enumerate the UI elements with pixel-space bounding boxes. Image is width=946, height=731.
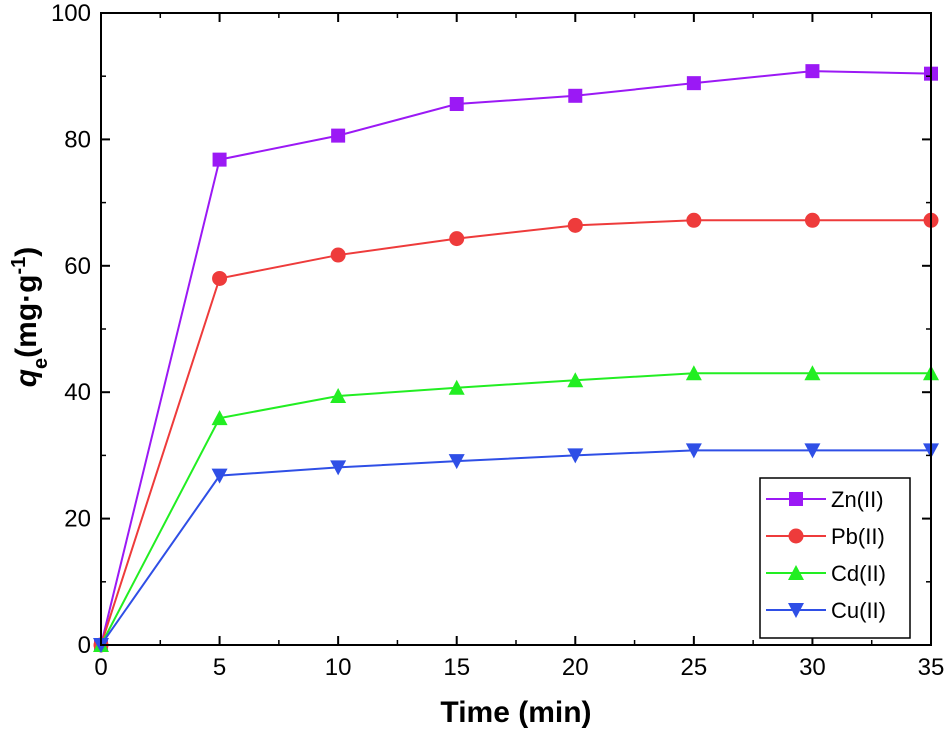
x-tick-label: 30 <box>799 654 826 681</box>
y-tick-label: 100 <box>51 0 91 27</box>
data-point-cd-ii <box>330 387 347 403</box>
x-axis-title: Time (min) <box>440 696 591 729</box>
x-tick-label: 15 <box>443 654 470 681</box>
series-line-zn-ii <box>100 70 932 646</box>
x-tick-label: 20 <box>562 654 589 681</box>
y-tick-label: 60 <box>64 253 91 280</box>
legend-label-pb-ii: Pb(II) <box>831 524 885 549</box>
data-point-zn-ii <box>568 88 583 103</box>
x-tick-label: 35 <box>918 654 945 681</box>
series-line-cu-ii <box>100 449 931 646</box>
legend-label-cu-ii: Cu(II) <box>831 598 886 623</box>
legend-label-cd-ii: Cd(II) <box>831 561 886 586</box>
legend-label-zn-ii: Zn(II) <box>831 487 884 512</box>
data-point-cu-ii <box>567 448 584 464</box>
series-line-pb-ii <box>100 219 931 646</box>
y-axis-title-close: ) <box>10 247 43 257</box>
x-tick-label: 0 <box>94 654 107 681</box>
data-point-pb-ii <box>449 231 465 247</box>
x-tick-label: 5 <box>213 654 226 681</box>
data-point-cu-ii <box>211 468 228 484</box>
legend-marker-pb-ii <box>788 528 804 544</box>
data-point-cu-ii <box>448 454 465 470</box>
data-point-pb-ii <box>686 212 702 228</box>
axis-ticks: 0 5 10 15 20 25 30 35 0 20 40 60 80 100 <box>51 0 944 681</box>
legend-marker-zn-ii <box>789 492 803 506</box>
data-point-cu-ii <box>685 443 702 459</box>
y-tick-label: 40 <box>64 379 91 406</box>
data-point-cd-ii <box>211 410 228 426</box>
y-tick-label: 20 <box>64 506 91 533</box>
legend-box <box>759 477 911 639</box>
data-point-cd-ii <box>804 365 821 381</box>
series-zn-ii <box>94 64 938 652</box>
x-tick-label: 25 <box>681 654 708 681</box>
data-point-cu-ii <box>330 460 347 476</box>
legend: Zn(II) Pb(II) Cd(II) Cu(II) <box>759 477 911 639</box>
legend-marker-cd-ii <box>788 565 804 580</box>
data-point-zn-ii <box>331 128 346 143</box>
data-point-pb-ii <box>804 212 820 228</box>
data-point-cd-ii <box>567 372 584 388</box>
data-point-cd-ii <box>448 379 465 395</box>
y-axis-title-subscript: e <box>30 358 52 369</box>
data-point-cd-ii <box>685 365 702 381</box>
data-point-zn-ii <box>805 64 820 79</box>
series-line-cd-ii <box>100 372 931 646</box>
y-tick-label: 80 <box>64 126 91 153</box>
y-tick-label: 0 <box>78 632 91 659</box>
data-point-pb-ii <box>330 247 346 263</box>
y-axis-title-superscript: -1 <box>8 257 30 275</box>
data-point-pb-ii <box>567 217 583 233</box>
y-axis-title-units: (mg·g <box>10 275 43 358</box>
data-point-pb-ii <box>212 270 228 286</box>
data-point-zn-ii <box>449 97 464 112</box>
series-cd-ii <box>93 365 939 652</box>
data-point-cu-ii <box>804 443 821 459</box>
x-tick-label: 10 <box>325 654 352 681</box>
data-point-zn-ii <box>212 152 227 167</box>
data-point-zn-ii <box>686 76 701 91</box>
y-axis-title: qe(mg·g-1) <box>8 247 52 388</box>
legend-marker-cu-ii <box>788 603 804 618</box>
y-axis-title-q: q <box>10 369 43 387</box>
